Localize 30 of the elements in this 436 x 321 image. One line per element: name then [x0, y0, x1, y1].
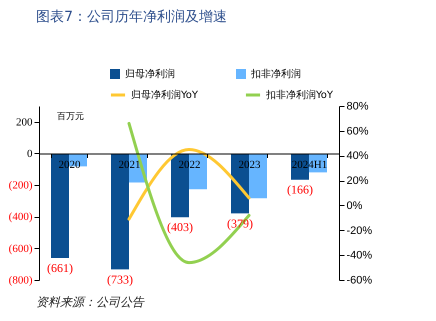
- y2-tick-label: 0%: [346, 200, 363, 212]
- y-tick-label: (800): [8, 274, 33, 286]
- y2-tick-label: 80%: [346, 100, 369, 112]
- data-label: (166): [287, 182, 313, 197]
- y-tick-label: (200): [8, 180, 33, 192]
- x-tick-label: 2023: [238, 158, 261, 171]
- legend-label: 扣非净利润: [250, 68, 301, 80]
- data-label: (661): [47, 261, 73, 276]
- data-label: (733): [107, 272, 133, 286]
- chart-title: 图表7：公司历年净利润及增速: [36, 9, 228, 25]
- legend-label: 归母净利润: [125, 68, 175, 80]
- y2-tick-label: -20%: [346, 224, 372, 237]
- y2-tick-label: -60%: [346, 274, 372, 286]
- annotation: 百万元: [57, 111, 84, 122]
- y-tick-label: (400): [8, 211, 33, 224]
- data-label: (403): [167, 220, 193, 234]
- legend-label: 扣非净利润YoY: [265, 89, 334, 101]
- y2-tick-label: -40%: [346, 250, 372, 262]
- y-tick-label: 0: [27, 148, 33, 160]
- x-tick-label: 2024H1: [292, 158, 328, 171]
- x-tick-label: 2022: [178, 158, 200, 171]
- legend-label: 归母净利润YoY: [131, 89, 199, 101]
- y2-tick-label: 60%: [346, 125, 369, 138]
- y-tick-label: 200: [16, 116, 33, 128]
- x-tick-label: 2020: [58, 158, 81, 171]
- y2-tick-label: 20%: [346, 175, 369, 188]
- y-tick-label: (600): [8, 242, 33, 255]
- y2-tick-label: 40%: [346, 150, 369, 162]
- text: 资料来源：公司公告: [36, 294, 144, 311]
- x-tick-label: 2021: [118, 158, 140, 171]
